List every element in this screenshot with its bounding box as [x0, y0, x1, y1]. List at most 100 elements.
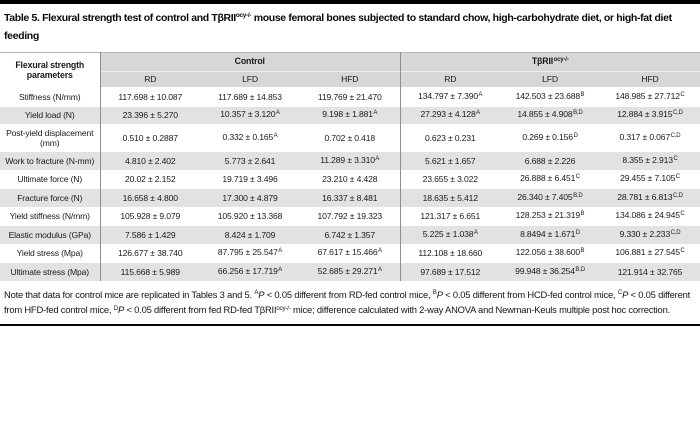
- significance-superscript: A: [373, 110, 378, 116]
- cell-value: 9.198 ± 1.881: [322, 109, 373, 119]
- significance-superscript: A: [278, 266, 283, 273]
- cell-value: 6.742 ± 1.357: [324, 229, 376, 240]
- table-cell: 12.884 ± 3.915C,D: [600, 106, 700, 125]
- table-cell: 23.396 ± 5.270: [100, 106, 200, 125]
- table-cell: 0.269 ± 0.156D: [500, 125, 600, 152]
- table-cell: 0.702 ± 0.418: [300, 124, 401, 152]
- table-cell: 5.621 ± 1.657: [400, 152, 500, 171]
- cell-value: 27.293 ± 4.128: [420, 109, 476, 119]
- significance-superscript: A: [278, 248, 283, 254]
- table-cell: 67.617 ± 15.466A: [300, 244, 401, 263]
- cell-value: 126.677 ± 38.740: [118, 248, 183, 258]
- col-header-control-hfd: HFD: [300, 71, 401, 88]
- table-cell: 105.928 ± 9.079: [100, 207, 200, 226]
- table-cell: 119.769 ± 21.470: [300, 87, 401, 106]
- significance-superscript: B: [580, 91, 585, 98]
- cell-value: 4.810 ± 2.402: [124, 155, 176, 166]
- table-row: Elastic modulus (GPa) 7.586 ± 1.429 8.424 …: [0, 225, 700, 245]
- table-cell: 52.685 ± 29.271A: [300, 262, 401, 281]
- table-cell: 0.317 ± 0.067C,D: [600, 125, 700, 152]
- cell-value: 134.086 ± 24.945: [615, 210, 680, 220]
- table-row: Ultimate stress (Mpa) 115.668 ± 5.989 66.2…: [0, 262, 700, 281]
- table-body: Stiffness (N/mm) 117.698 ± 10.087 117.689 …: [0, 87, 700, 281]
- table-cell: 121.317 ± 6.651: [400, 207, 500, 226]
- table-cell: 87.795 ± 25.547A: [200, 244, 300, 263]
- significance-superscript: C: [575, 174, 580, 180]
- cell-value: 97.689 ± 17.512: [420, 266, 481, 277]
- table-row: Yield stiffness (N/mm) 105.928 ± 9.079 105…: [0, 207, 700, 226]
- table-cell: 9.198 ± 1.881A: [300, 106, 401, 125]
- table-cell: 128.253 ± 21.319B: [500, 207, 600, 226]
- table-cell: 6.742 ± 1.357: [300, 225, 401, 244]
- col-header-tbrii-hfd: HFD: [600, 71, 700, 88]
- footnote-segment: P: [258, 288, 265, 300]
- table-cell: 18.635 ± 5.412: [400, 189, 500, 208]
- table-cell: 27.293 ± 4.128A: [400, 106, 500, 125]
- cell-value: 12.884 ± 3.915: [617, 109, 673, 119]
- table-cell: 28.781 ± 6.813C,D: [600, 189, 700, 208]
- flexural-strength-table: Flexural strength parameters Control TβR…: [0, 52, 700, 281]
- table-header: Flexural strength parameters Control TβR…: [0, 52, 700, 88]
- footnote-segment: < 0.05 different from HCD-fed control mi…: [442, 288, 618, 300]
- cell-value: 106.881 ± 27.545: [615, 247, 680, 257]
- table-cell: 122.056 ± 38.600B: [500, 244, 600, 263]
- row-parameter-label: Post-yield displacement (mm): [0, 124, 101, 152]
- table-cell: 117.698 ± 10.087: [100, 88, 200, 107]
- cell-value: 8.8494 ± 1.671: [520, 228, 576, 239]
- table-cell: 6.688 ± 2.226: [500, 152, 600, 171]
- significance-superscript: B,D: [575, 266, 585, 273]
- table-row: Yield load (N) 23.396 ± 5.270 10.357 ± 3.1…: [0, 106, 700, 125]
- parameters-column-header: Flexural strength parameters: [0, 52, 101, 88]
- row-parameter-label: Yield stiffness (N/mm): [0, 207, 101, 226]
- table-cell: 0.510 ± 0.2887: [100, 125, 200, 152]
- cell-value: 10.357 ± 3.120: [220, 109, 276, 119]
- significance-superscript: C: [675, 174, 680, 180]
- significance-superscript: A: [273, 132, 278, 139]
- top-rule: [0, 0, 700, 4]
- cell-value: 23.655 ± 3.022: [422, 174, 478, 184]
- row-parameter-label: Ultimate stress (Mpa): [0, 262, 101, 281]
- cell-value: 23.210 ± 4.428: [322, 174, 378, 184]
- cell-value: 8.424 ± 1.709: [224, 229, 276, 240]
- cell-value: 142.503 ± 23.688: [515, 90, 581, 101]
- cell-value: 121.914 ± 32.765: [617, 266, 683, 277]
- table-cell: 14.855 ± 4.908B,D: [500, 106, 600, 125]
- table-cell: 4.810 ± 2.402: [100, 152, 200, 171]
- table-cell: 8.424 ± 1.709: [200, 226, 300, 245]
- table-cell: 23.210 ± 4.428: [300, 170, 401, 189]
- significance-superscript: A: [275, 110, 280, 116]
- footnote-segment: P: [118, 304, 125, 315]
- cell-value: 99.948 ± 36.254: [515, 265, 575, 276]
- significance-superscript: C,D: [670, 132, 681, 139]
- significance-superscript: A: [377, 266, 382, 273]
- footnote-segment: P: [622, 288, 629, 300]
- cell-value: 9.330 ± 2.233: [619, 228, 671, 239]
- table-cell: 121.914 ± 32.765: [600, 263, 700, 281]
- table-cell: 16.337 ± 8.481: [300, 188, 401, 207]
- cell-value: 18.635 ± 5.412: [422, 192, 478, 203]
- col-header-tbrii-lfd: LFD: [500, 71, 600, 88]
- table-cell: 19.719 ± 3.496: [200, 170, 300, 189]
- cell-value: 6.688 ± 2.226: [524, 155, 576, 166]
- group-header-row: Flexural strength parameters Control TβR…: [0, 52, 700, 88]
- title-text-continued: mouse femoral bones subjected to standar…: [4, 12, 672, 42]
- cell-value: 128.253 ± 21.319: [515, 210, 581, 220]
- cell-value: 8.355 ± 2.913: [622, 154, 673, 165]
- table-cell: 117.689 ± 14.853: [200, 88, 300, 107]
- table-cell: 17.300 ± 4.879: [200, 189, 300, 208]
- cell-value: 28.781 ± 6.813: [617, 191, 673, 202]
- significance-superscript: B: [580, 211, 585, 217]
- footnote: Note that data for control mice are repl…: [0, 281, 700, 321]
- footnote-segment: P: [436, 288, 443, 300]
- cell-value: 5.225 ± 1.038: [422, 228, 474, 239]
- row-parameter-label: Yield load (N): [0, 106, 101, 125]
- table-row: Ultimate force (N) 20.02 ± 2.152 19.719 ± …: [0, 170, 700, 189]
- significance-superscript: C: [673, 155, 678, 162]
- table-cell: 142.503 ± 23.688B: [500, 88, 600, 107]
- table-cell: 20.02 ± 2.152: [100, 170, 200, 189]
- table-cell: 126.677 ± 38.740: [100, 244, 200, 263]
- cell-value: 0.702 ± 0.418: [324, 132, 376, 143]
- significance-superscript: B: [580, 248, 585, 254]
- footnote-segment: Note that data for control mice are repl…: [4, 288, 255, 300]
- tbrii-group-label: TβRII: [531, 55, 554, 66]
